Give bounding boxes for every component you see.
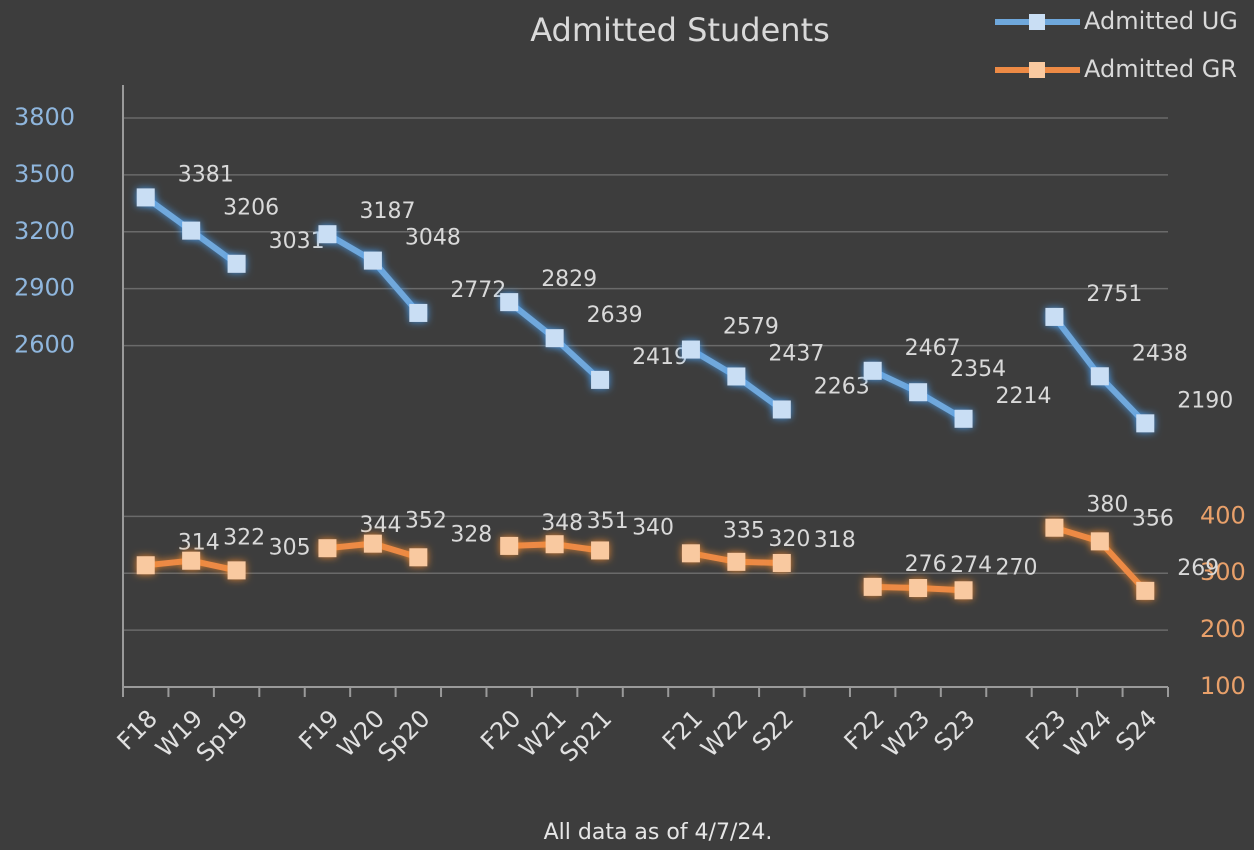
footnote: All data as of 4/7/24.	[544, 820, 773, 845]
data-label: 3031	[269, 229, 325, 254]
marker	[727, 367, 746, 386]
data-label: 335	[723, 518, 765, 543]
legend-label: Admitted GR	[1084, 55, 1237, 83]
marker	[227, 561, 246, 580]
marker	[1136, 414, 1155, 433]
data-label: 2772	[450, 278, 506, 303]
data-label: 2419	[632, 345, 688, 370]
y2-tick-label: 100	[1200, 672, 1246, 700]
marker	[863, 361, 882, 380]
data-label: 340	[632, 515, 674, 540]
marker	[545, 329, 564, 348]
marker	[182, 551, 201, 570]
y-tick-label: 3200	[14, 217, 75, 245]
data-label: 3206	[223, 196, 279, 221]
data-label: 352	[405, 509, 447, 534]
marker	[182, 221, 201, 240]
marker	[1045, 518, 1064, 537]
marker	[591, 541, 610, 560]
marker	[136, 188, 155, 207]
x-tick-label: W24	[1059, 704, 1117, 762]
marker	[409, 303, 428, 322]
data-label: 344	[359, 513, 401, 538]
data-label: 348	[541, 511, 583, 536]
x-tick-label: Sp19	[191, 704, 254, 767]
marker	[591, 370, 610, 389]
data-label: 269	[1177, 556, 1219, 581]
marker	[318, 539, 337, 558]
marker	[954, 409, 973, 428]
marker	[363, 251, 382, 270]
data-label: 2263	[814, 374, 870, 399]
y-tick-label: 2900	[14, 274, 75, 302]
marker	[772, 400, 791, 419]
data-label: 305	[269, 535, 311, 560]
data-label: 2751	[1086, 282, 1142, 307]
x-tick-label: S23	[929, 704, 981, 756]
marker	[772, 553, 791, 572]
marker	[681, 544, 700, 563]
data-label: 276	[905, 552, 947, 577]
data-label: 3048	[405, 226, 461, 251]
marker	[1045, 307, 1064, 326]
marker	[863, 577, 882, 596]
data-label: 320	[768, 527, 810, 552]
marker	[1136, 581, 1155, 600]
data-label: 2438	[1132, 341, 1188, 366]
data-label: 274	[950, 553, 992, 578]
marker	[500, 293, 519, 312]
marker	[500, 536, 519, 555]
data-label: 2214	[996, 384, 1052, 409]
data-label: 3381	[178, 162, 234, 187]
data-label: 2829	[541, 267, 597, 292]
y-tick-label: 2600	[14, 331, 75, 359]
marker	[727, 552, 746, 571]
legend-marker	[1029, 14, 1045, 30]
marker	[409, 548, 428, 567]
marker	[318, 225, 337, 244]
y-tick-label: 3800	[14, 103, 75, 131]
data-label: 2579	[723, 315, 779, 340]
y2-tick-label: 200	[1200, 615, 1246, 643]
marker	[909, 579, 928, 598]
y2-tick-label: 400	[1200, 501, 1246, 529]
x-tick-label: S24	[1110, 704, 1162, 756]
chart-title: Admitted Students	[530, 11, 830, 49]
data-label: 2190	[1177, 388, 1233, 413]
marker	[545, 535, 564, 554]
data-label: 351	[587, 509, 629, 534]
x-tick-label: Sp21	[554, 704, 617, 767]
marker	[136, 556, 155, 575]
data-label: 270	[996, 555, 1038, 580]
marker	[954, 581, 973, 600]
data-label: 2437	[768, 341, 824, 366]
data-label: 2639	[587, 303, 643, 328]
x-tick-label: Sp20	[373, 704, 436, 767]
data-label: 314	[178, 530, 220, 555]
legend-label: Admitted UG	[1084, 7, 1238, 35]
data-label: 318	[814, 528, 856, 553]
marker	[227, 254, 246, 273]
marker	[1090, 532, 1109, 551]
marker	[363, 534, 382, 553]
x-tick-label: W22	[695, 704, 753, 762]
data-label: 2354	[950, 357, 1006, 382]
data-label: 328	[450, 522, 492, 547]
y-tick-label: 3500	[14, 160, 75, 188]
marker	[1090, 367, 1109, 386]
data-label: 3187	[359, 199, 415, 224]
data-label: 322	[223, 526, 265, 551]
data-label: 380	[1086, 493, 1128, 518]
marker	[909, 383, 928, 402]
data-label: 356	[1132, 506, 1174, 531]
x-tick-label: W23	[877, 704, 935, 762]
data-label: 2467	[905, 336, 961, 361]
y2-tick-label: 300	[1200, 558, 1246, 586]
marker	[681, 340, 700, 359]
x-tick-label: S22	[747, 704, 799, 756]
legend-marker	[1029, 62, 1045, 78]
